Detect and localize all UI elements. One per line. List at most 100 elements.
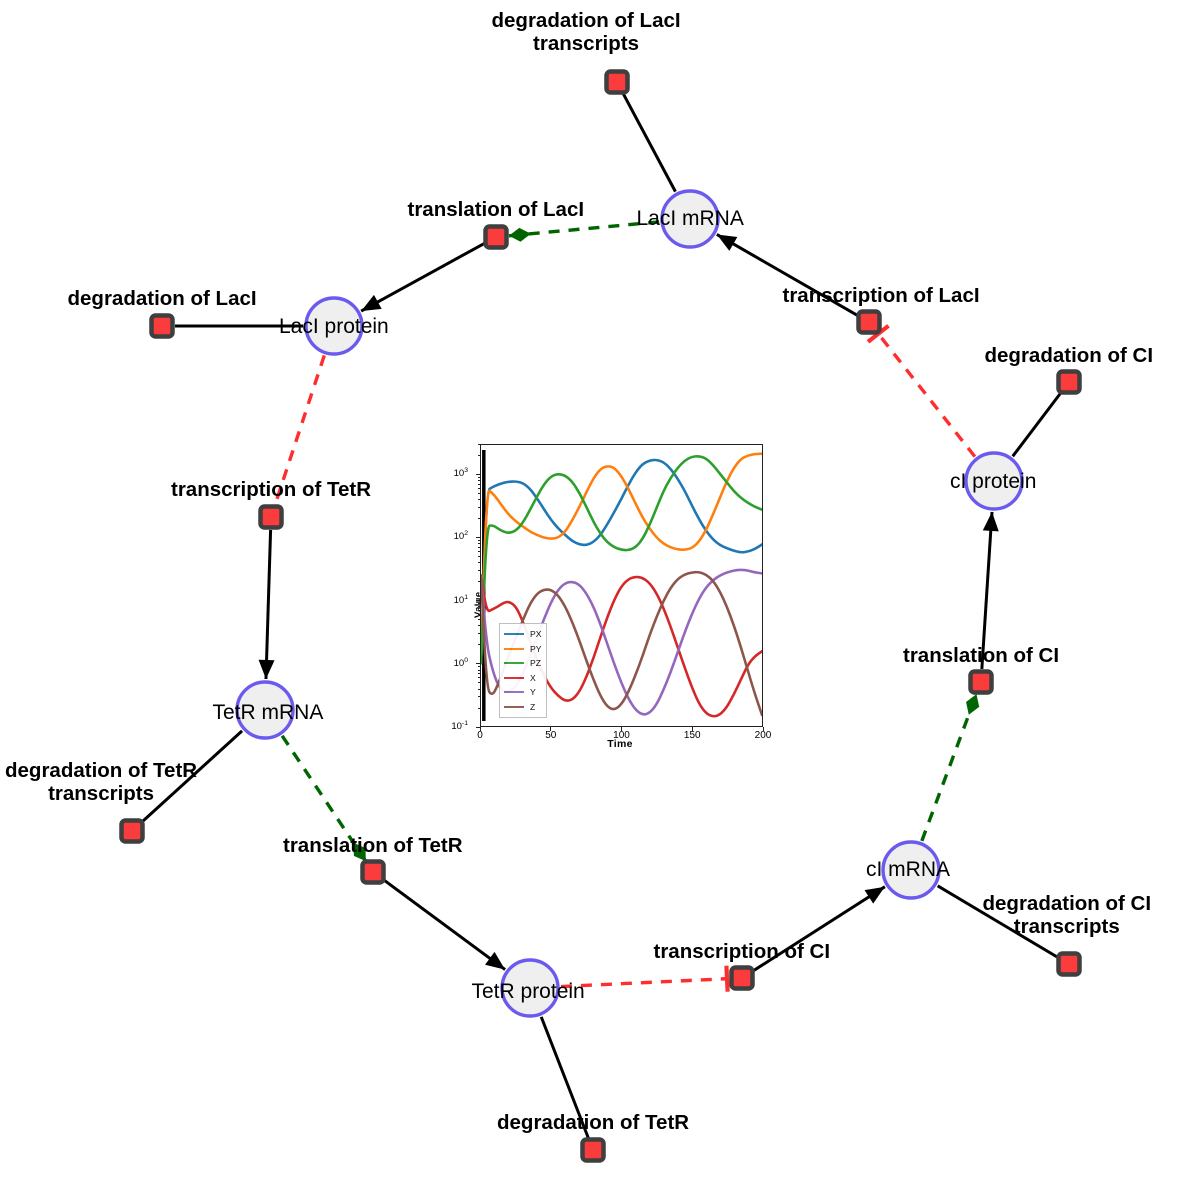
chart-ytick-minor <box>477 609 480 611</box>
chart-ytick-minor <box>477 644 480 646</box>
reaction-node-translation_ci[interactable] <box>968 669 994 695</box>
legend-item-X: X <box>504 671 541 686</box>
species-node-ci_mrna[interactable] <box>881 840 941 900</box>
edge-laci_mrna-to-translation_laci <box>508 220 660 238</box>
reaction-node-transcription_tetr[interactable] <box>258 504 284 530</box>
inhibition-bar-transcription_ci <box>724 965 730 992</box>
reaction-label-deg_laci: degradation of LacI <box>67 287 257 310</box>
arrowhead-ci_mrna <box>864 886 885 904</box>
chart-ytick-minor <box>477 492 480 494</box>
chart-ytick-minor <box>477 619 480 621</box>
chart-ytick-minor <box>477 454 480 456</box>
diamond-head-translation_tetr <box>353 842 366 862</box>
chart-ytick-minor <box>477 443 480 445</box>
chart-ytick-mark-1 <box>476 663 480 665</box>
species-label-ci_mrna: cI mRNA <box>866 858 950 881</box>
edge-translation_laci-to-laci_protein <box>360 241 486 313</box>
reaction-node-transcription_laci[interactable] <box>856 309 882 335</box>
species-node-laci_protein[interactable] <box>304 296 364 356</box>
chart-series-X <box>481 574 762 718</box>
chart-ytick-1: 100 <box>453 656 468 669</box>
chart-series-PX <box>481 458 762 665</box>
reaction-label-translation_ci: translation of CI <box>903 644 1060 667</box>
reaction-node-transcription_ci[interactable] <box>729 965 755 991</box>
chart-ytick-minor <box>477 543 480 545</box>
chart-series-PZ <box>481 455 762 665</box>
reaction-label-translation_tetr: translation of TetR <box>283 834 463 857</box>
chart-xtick-3: 150 <box>683 730 701 741</box>
chart-ytick-3: 102 <box>453 530 468 543</box>
edge-translation_ci-to-ci_protein <box>980 511 994 670</box>
chart-ytick-4: 103 <box>453 467 468 480</box>
reaction-node-translation_tetr[interactable] <box>360 859 386 885</box>
chart-ytick-minor <box>477 555 480 557</box>
chart-xtick-mark-1 <box>550 727 552 731</box>
reaction-label-deg_tetr_transcripts: degradation of TetR transcripts <box>5 759 198 805</box>
diamond-head-translation_laci <box>508 227 531 242</box>
legend-swatch-Z <box>504 705 524 708</box>
species-label-tetr_protein: TetR protein <box>471 980 585 1003</box>
species-node-ci_protein[interactable] <box>964 451 1024 511</box>
edge-transcription_laci-to-laci_mrna <box>716 233 859 317</box>
chart-xtick-4: 200 <box>754 730 772 741</box>
legend-label-X: X <box>530 672 536 683</box>
species-label-tetr_mrna: TetR mRNA <box>212 701 324 724</box>
chart-ytick-minor <box>477 487 480 489</box>
reaction-label-deg_ci_transcripts: degradation of CI transcripts <box>982 892 1152 938</box>
edge-tetr_protein-to-transcription_ci <box>560 976 730 989</box>
species-node-laci_mrna[interactable] <box>660 189 720 249</box>
legend-swatch-X <box>504 676 524 679</box>
legend-swatch-PX <box>504 633 524 636</box>
chart-ytick-mark-2 <box>476 600 480 602</box>
chart-ytick-minor <box>477 483 480 485</box>
chart-plot-frame: PX PY PZ X Y Z <box>480 444 763 727</box>
legend-label-PZ: PZ <box>530 658 541 669</box>
edge-translation_tetr-to-tetr_protein <box>382 878 506 971</box>
chart-ytick-minor <box>477 506 480 508</box>
chart-ytick-minor <box>477 614 480 616</box>
chart-ytick-minor <box>477 677 480 679</box>
chart-series-PY <box>481 452 762 665</box>
legend-swatch-PZ <box>504 662 524 665</box>
reaction-label-transcription_laci: transcription of LacI <box>782 284 980 307</box>
legend-item-PY: PY <box>504 642 541 657</box>
species-node-tetr_mrna[interactable] <box>235 680 295 740</box>
chart-ytick-minor <box>477 476 480 478</box>
chart-ytick-minor <box>477 539 480 541</box>
chart-ytick-minor <box>477 669 480 671</box>
arrowhead-laci_mrna <box>716 234 738 251</box>
species-label-ci_protein: cI protein <box>950 470 1037 493</box>
reaction-label-deg_tetr: degradation of TetR <box>497 1111 690 1134</box>
reaction-node-translation_laci[interactable] <box>483 224 509 250</box>
legend-label-Y: Y <box>530 687 536 698</box>
chart-xtick-2: 100 <box>613 730 630 741</box>
chart-xtick-mark-0 <box>479 727 481 731</box>
chart-ytick-0: 10-1 <box>451 720 468 733</box>
reaction-node-deg_tetr[interactable] <box>580 1137 606 1163</box>
chart-xtick-mark-4 <box>762 727 764 731</box>
reaction-node-deg_ci[interactable] <box>1056 369 1082 395</box>
chart-ytick-minor <box>477 625 480 627</box>
chart-ytick-minor <box>477 707 480 709</box>
chart-ytick-minor <box>477 633 480 635</box>
chart-ytick-minor <box>477 546 480 548</box>
reaction-node-deg_tetr_transcripts[interactable] <box>119 818 145 844</box>
chart-ytick-2: 101 <box>453 593 468 606</box>
legend-item-Z: Z <box>504 700 541 715</box>
reaction-label-translation_laci: translation of LacI <box>407 198 585 221</box>
edge-ci_mrna-to-deg_ci_transcripts <box>936 884 1059 959</box>
reaction-label-deg_ci: degradation of CI <box>984 344 1154 367</box>
reaction-node-deg_laci[interactable] <box>149 313 175 339</box>
simulation-inset-chart: Value Time 10-1 100 101 102 103 0 50 100 150 200… <box>451 433 771 758</box>
legend-swatch-Y <box>504 691 524 694</box>
edge-ci_mrna-to-translation_ci <box>920 693 979 842</box>
edge-ci_protein-to-deg_ci <box>1011 391 1063 458</box>
chart-xtick-1: 50 <box>545 730 557 741</box>
chart-legend: PX PY PZ X Y Z <box>499 623 548 718</box>
edge-transcription_ci-to-ci_mrna <box>752 885 886 973</box>
reaction-node-deg_ci_transcripts[interactable] <box>1056 951 1082 977</box>
species-node-tetr_protein[interactable] <box>500 958 560 1018</box>
reaction-node-deg_laci_transcripts[interactable] <box>604 69 630 95</box>
